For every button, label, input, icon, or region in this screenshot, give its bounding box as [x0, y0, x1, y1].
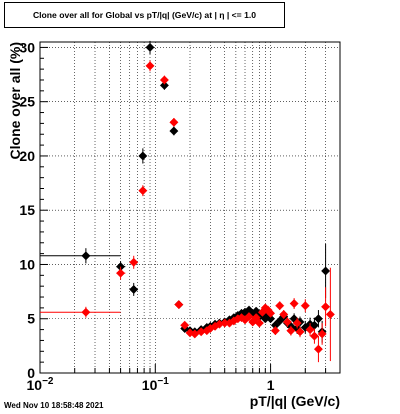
data-point [145, 61, 155, 71]
data-point [138, 151, 148, 161]
data-point [81, 307, 91, 317]
data-point [129, 257, 139, 267]
data-point [325, 309, 335, 319]
series-red [40, 60, 335, 363]
data-point [300, 301, 310, 311]
data-point [180, 320, 190, 330]
data-point [286, 326, 296, 336]
data-point [289, 298, 299, 309]
data-point [275, 301, 285, 311]
y-tick-label: 15 [19, 202, 35, 218]
data-point [116, 268, 126, 278]
data-point [174, 300, 184, 310]
data-point [321, 266, 331, 276]
grid [40, 42, 340, 373]
data-point [292, 318, 302, 328]
y-tick-label: 5 [27, 311, 35, 327]
data-point [159, 80, 169, 90]
y-tick-label: 30 [19, 39, 35, 55]
data-point [321, 302, 331, 312]
data-point [254, 318, 264, 328]
x-tick-label: 10−2 [27, 376, 54, 393]
y-tick-label: 25 [19, 94, 35, 110]
chart-title: Clone over all for Global vs pT/|q| (GeV… [32, 10, 257, 20]
x-axis-label: pT/|q| (GeV/c) [250, 393, 340, 409]
data-point [305, 325, 315, 335]
data-point [295, 327, 305, 337]
data-point [270, 326, 280, 336]
data-point [317, 329, 327, 339]
data-point [309, 331, 319, 341]
y-tick-label: 10 [19, 256, 35, 272]
data-point [282, 317, 292, 327]
y-tick-label: 0 [27, 365, 35, 381]
y-tick-label: 20 [19, 148, 35, 164]
data-point [169, 117, 179, 127]
chart-title-box: Clone over all for Global vs pT/|q| (GeV… [4, 2, 285, 28]
data-point [244, 312, 254, 322]
data-point [169, 126, 179, 136]
data-point [138, 186, 148, 196]
data-point [81, 251, 91, 261]
data-point [145, 42, 155, 52]
y-axis-label: Clone over all (%) [7, 42, 23, 159]
x-tick-label: 10−1 [142, 376, 169, 393]
data-point [266, 314, 276, 324]
timestamp: Wed Nov 10 18:58:48 2021 [4, 401, 104, 410]
x-tick-label: 1 [267, 377, 275, 393]
data-point [279, 309, 289, 319]
data-point [313, 344, 323, 354]
data-point [313, 314, 323, 324]
data-point [129, 284, 139, 294]
data-point [266, 308, 276, 318]
data-point [159, 75, 169, 85]
